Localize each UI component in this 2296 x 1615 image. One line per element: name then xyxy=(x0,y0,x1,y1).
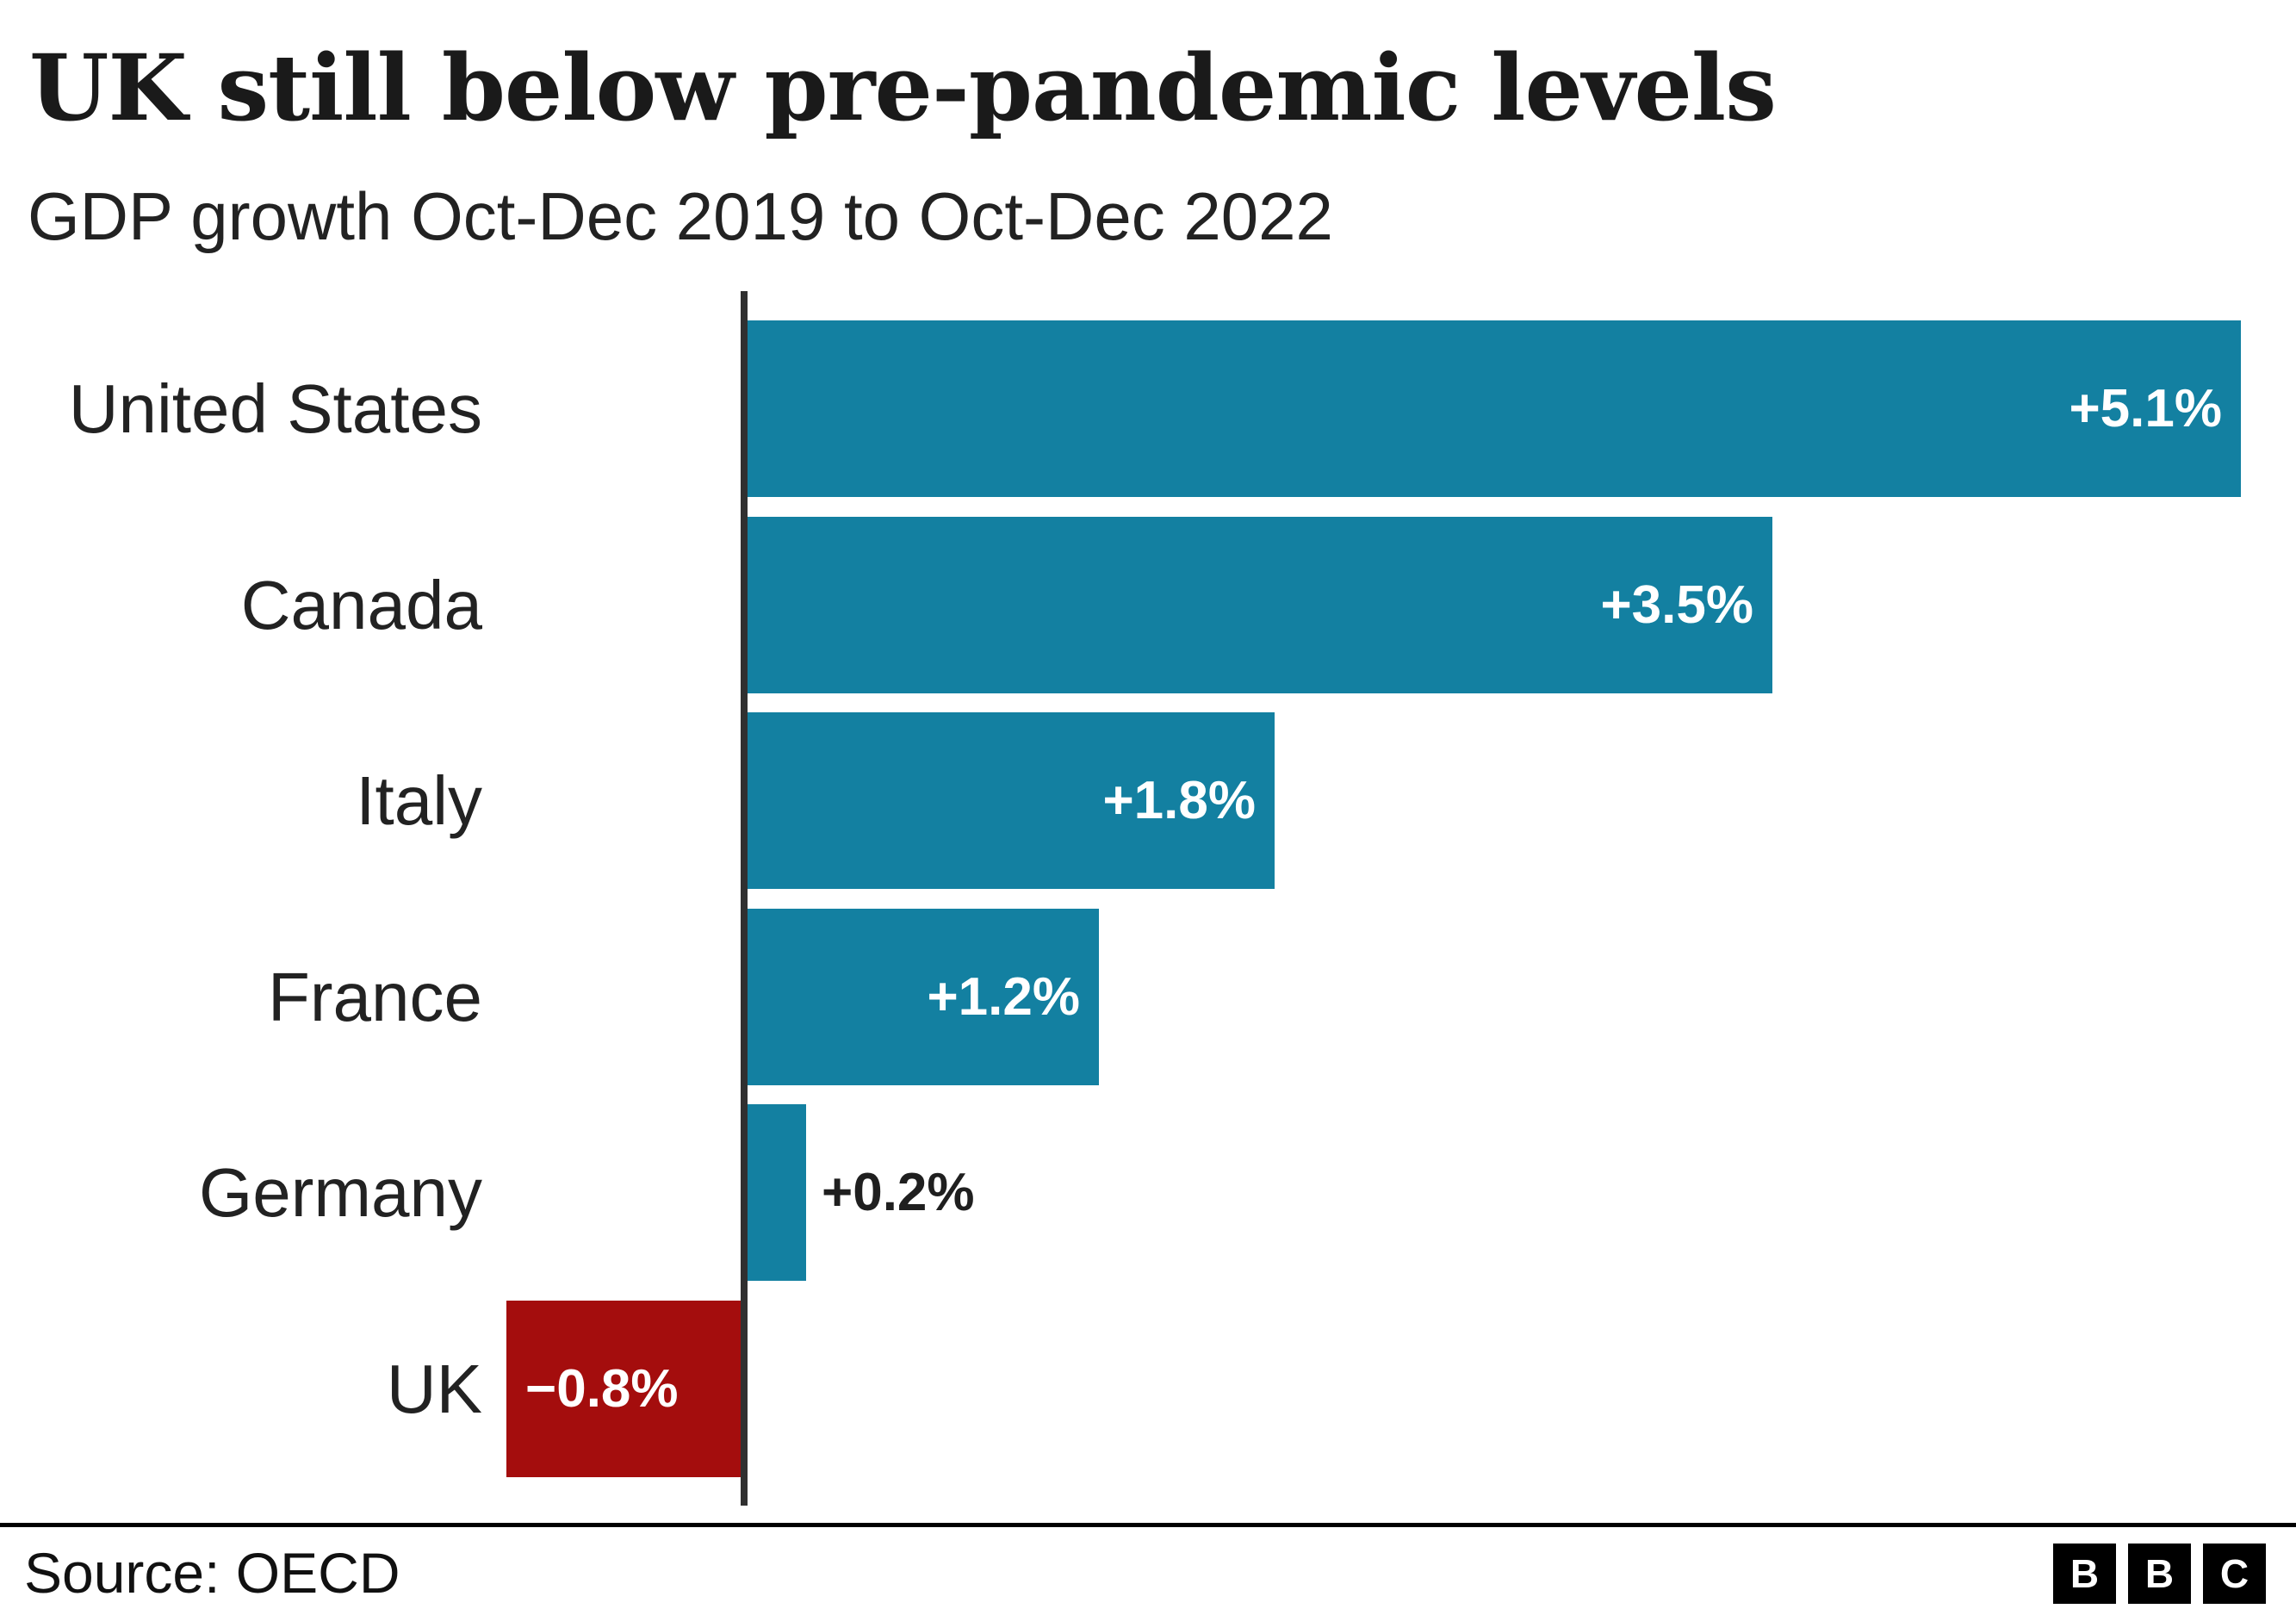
value-label: +0.2% xyxy=(822,1163,975,1222)
bbc-logo-block-c: C xyxy=(2203,1544,2266,1604)
bbc-logo-block-b1: B xyxy=(2053,1544,2116,1604)
bar xyxy=(748,517,1772,693)
category-label: Italy xyxy=(356,761,482,839)
category-label: France xyxy=(268,958,482,1035)
bar xyxy=(748,320,2241,497)
chart-subtitle: GDP growth Oct-Dec 2019 to Oct-Dec 2022 xyxy=(28,178,1333,254)
value-label: +3.5% xyxy=(1600,575,1753,635)
bbc-logo: B B C xyxy=(2053,1544,2266,1604)
category-label: UK xyxy=(386,1350,482,1427)
value-label: +1.8% xyxy=(1102,771,1256,830)
baseline-axis xyxy=(741,291,748,1506)
chart-title: UK still below pre-pandemic levels xyxy=(29,34,1777,141)
category-label: Germany xyxy=(199,1153,482,1231)
bar xyxy=(748,712,1275,889)
bbc-logo-block-b2: B xyxy=(2128,1544,2191,1604)
category-label: United States xyxy=(68,370,482,447)
bar xyxy=(506,1301,741,1477)
value-label: +1.2% xyxy=(927,967,1080,1027)
category-label: Canada xyxy=(240,566,482,643)
source-credit: Source: OECD xyxy=(24,1541,400,1605)
bar xyxy=(748,909,1099,1085)
bar xyxy=(748,1104,806,1281)
footer-divider xyxy=(0,1523,2296,1527)
value-label: −0.8% xyxy=(525,1359,679,1419)
value-label: +5.1% xyxy=(2069,379,2222,438)
